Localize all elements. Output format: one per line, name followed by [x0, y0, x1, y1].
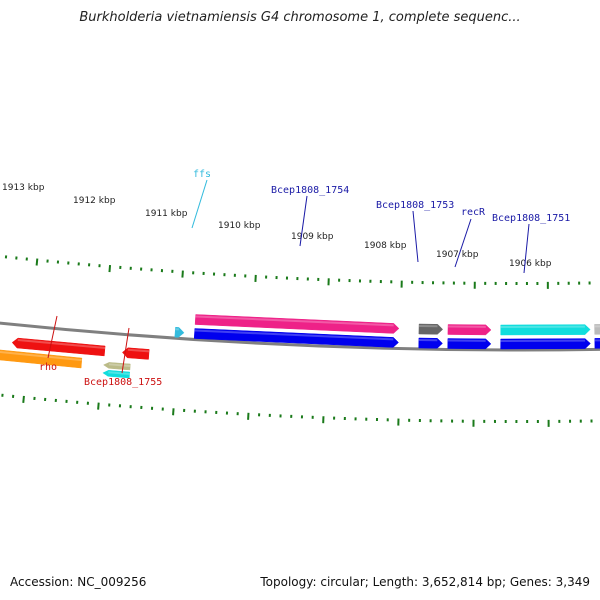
gene-arrow	[174, 326, 185, 338]
gene-arrow	[418, 337, 443, 349]
gene-arrow-highlight	[419, 325, 438, 328]
kbp-label: 1911 kbp	[145, 209, 188, 219]
gene-label-recr: recR	[461, 207, 486, 218]
gene-arrow	[500, 324, 591, 336]
gene-arrow-highlight	[594, 339, 600, 342]
gene-arrow-highlight	[17, 339, 106, 349]
kbp-label: 1908 kbp	[364, 241, 407, 251]
label-leader	[412, 210, 419, 263]
gene-arrow-highlight	[447, 339, 486, 342]
gene-arrow	[193, 328, 399, 348]
gene-arrow	[418, 323, 444, 335]
gene-arrow-highlight	[418, 339, 438, 342]
gene-arrow-highlight	[108, 363, 131, 367]
gene-arrow	[194, 314, 400, 334]
kbp-label: 1912 kbp	[73, 196, 116, 206]
gene-label-bcep1808-1755: Bcep1808_1755	[84, 377, 162, 388]
gene-label-bcep1808-1751: Bcep1808_1751	[492, 213, 570, 224]
kbp-label: 1907 kbp	[436, 250, 479, 260]
gene-arrow-highlight	[194, 329, 394, 341]
gene-arrow	[0, 349, 83, 369]
gene-arrow	[594, 338, 600, 349]
major-tick	[108, 265, 112, 273]
gene-label-ffs: ffs	[193, 169, 211, 180]
gene-arrow	[102, 370, 130, 379]
topology-text: Topology: circular; Length: 3,652,814 bp…	[260, 575, 590, 589]
major-tick	[97, 402, 100, 410]
gene-arrow-highlight	[500, 325, 585, 328]
gene-arrow	[11, 337, 106, 357]
gene-arrow-highlight	[108, 371, 130, 375]
gene-labels: ffs Bcep1808_1754 Bcep1808_1753 recR Bce…	[39, 169, 570, 388]
label-leader	[454, 218, 472, 268]
gene-label-rho: rho	[39, 362, 57, 373]
major-tick	[22, 395, 25, 403]
outer-tick-ring	[4, 255, 591, 289]
gene-arrow-highlight	[448, 325, 486, 328]
gene-arrow-highlight	[0, 350, 82, 362]
map-title: Burkholderia vietnamiensis G4 chromosome…	[79, 10, 521, 25]
accession-text: Accession: NC_009256	[10, 575, 147, 589]
kbp-label: 1909 kbp	[291, 232, 334, 242]
label-leader	[121, 327, 130, 374]
gene-arrow	[122, 347, 150, 360]
gene-arrow	[500, 338, 591, 350]
gene-arrow-highlight	[594, 325, 600, 328]
kbp-label: 1906 kbp	[509, 259, 552, 269]
label-leader	[191, 179, 208, 229]
gene-arrow	[447, 324, 492, 336]
label-leader	[523, 223, 530, 274]
chromosome-backbone	[0, 321, 600, 352]
label-leader	[47, 315, 58, 359]
gene-label-bcep1808-1753: Bcep1808_1753	[376, 200, 454, 211]
major-tick	[35, 258, 39, 266]
kbp-label: 1910 kbp	[218, 221, 261, 231]
kbp-label: 1913 kbp	[2, 183, 45, 193]
label-leader	[299, 195, 308, 247]
gene-arrow-highlight	[127, 348, 150, 353]
gene-arrow-highlight	[175, 328, 179, 331]
gene-label-bcep1808-1754: Bcep1808_1754	[271, 185, 349, 196]
gene-arrow	[447, 338, 492, 350]
gene-arrow	[594, 324, 600, 335]
inner-tick-ring	[1, 393, 593, 427]
gene-arrow-highlight	[195, 315, 394, 327]
kbp-labels: 1913 kbp 1912 kbp 1911 kbp 1910 kbp 1909…	[2, 183, 552, 269]
gene-arrow-highlight	[500, 339, 586, 342]
